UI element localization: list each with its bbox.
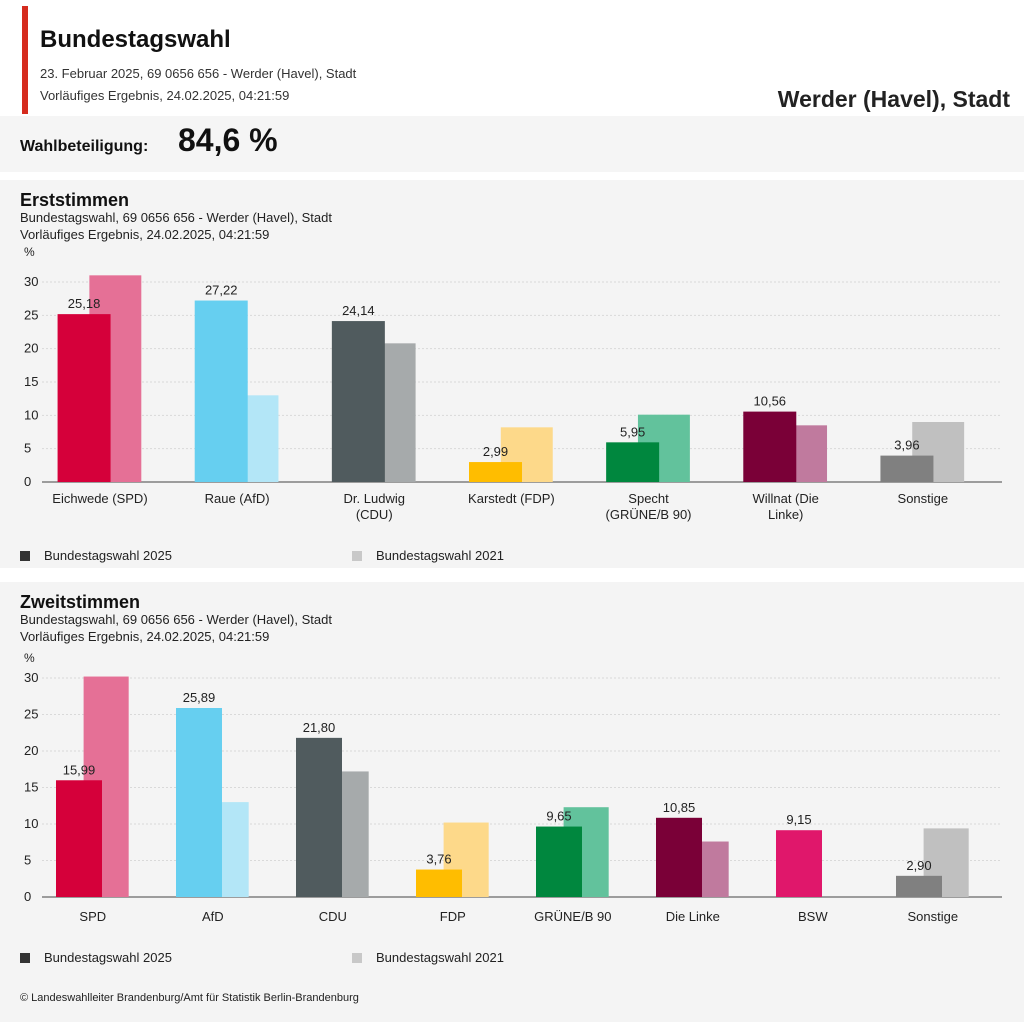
category-label: Karstedt (FDP): [468, 491, 555, 506]
zweitstimmen-title: Zweitstimmen: [20, 592, 141, 612]
legend-swatch-2025: [20, 953, 30, 963]
erststimmen-subtitle: Bundestagswahl, 69 0656 656 - Werder (Ha…: [20, 210, 332, 225]
legend-swatch-2025: [20, 551, 30, 561]
erststimmen-chart: % 0 5 10 15 20 25 30 25,18 Eichwede (SPD) 27,22 Rau…: [24, 245, 1002, 522]
category-label: Die Linke: [666, 909, 720, 924]
data-label: 5,95: [620, 424, 645, 439]
category-label: AfD: [202, 909, 224, 924]
data-label: 2,90: [906, 858, 931, 873]
data-label: 27,22: [205, 283, 238, 298]
y-tick-label: 10: [24, 407, 38, 422]
category-label: FDP: [440, 909, 466, 924]
legend-swatch-2021: [352, 551, 362, 561]
bar-2025: [606, 442, 660, 482]
y-tick-label: 0: [24, 889, 31, 904]
y-axis-unit: %: [24, 651, 35, 665]
y-tick-label: 30: [24, 274, 38, 289]
bar-2025: [896, 875, 942, 897]
bar-2025: [469, 462, 522, 482]
copyright-footer: © Landeswahlleiter Brandenburg/Amt für S…: [20, 992, 359, 1004]
y-tick-label: 0: [24, 474, 31, 489]
bar-2025: [880, 455, 934, 482]
category-label: Linke): [768, 507, 803, 522]
bar-2025: [656, 817, 702, 897]
category-label: (CDU): [356, 507, 393, 522]
data-label: 10,85: [663, 800, 696, 815]
bar-2025: [56, 780, 102, 897]
turnout-bar: Wahlbeteiligung: 84,6 %: [0, 116, 1024, 172]
category-label: Eichwede (SPD): [52, 491, 147, 506]
y-tick-label: 5: [24, 853, 31, 868]
zweitstimmen-status: Vorläufiges Ergebnis, 24.02.2025, 04:21:…: [20, 629, 270, 644]
category-label: Willnat (Die: [752, 491, 818, 506]
category-label: Sonstige: [908, 909, 959, 924]
data-label: 9,65: [546, 809, 571, 824]
bar-2025: [194, 300, 248, 482]
legend-label-2025: Bundestagswahl 2025: [44, 950, 172, 965]
category-label: CDU: [319, 909, 347, 924]
category-label: (GRÜNE/B 90): [606, 507, 692, 522]
data-label: 3,76: [426, 852, 451, 867]
bar-2025: [296, 737, 342, 897]
page-header: Bundestagswahl 23. Februar 2025, 69 0656…: [22, 6, 1018, 114]
page-title: Bundestagswahl: [40, 26, 231, 53]
data-label: 24,14: [342, 303, 375, 318]
bar-2025: [776, 830, 822, 897]
category-label: BSW: [798, 909, 828, 924]
bar-2025: [536, 826, 582, 897]
bar-2025: [176, 708, 222, 897]
zweitstimmen-legend-2025[interactable]: Bundestagswahl 2025: [20, 950, 172, 965]
erststimmen-status: Vorläufiges Ergebnis, 24.02.2025, 04:21:…: [20, 227, 270, 242]
y-tick-label: 25: [24, 307, 38, 322]
y-tick-label: 30: [24, 670, 38, 685]
y-tick-label: 5: [24, 441, 31, 456]
zweitstimmen-subtitle: Bundestagswahl, 69 0656 656 - Werder (Ha…: [20, 612, 332, 627]
erststimmen-title: Erststimmen: [20, 190, 130, 210]
data-label: 3,96: [894, 438, 919, 453]
data-label: 15,99: [63, 762, 96, 777]
y-tick-label: 25: [24, 707, 38, 722]
category-label: Specht: [628, 491, 669, 506]
erststimmen-panel: Erststimmen Bundestagswahl, 69 0656 656 …: [0, 180, 1024, 568]
zweitstimmen-panel: Zweitstimmen Bundestagswahl, 69 0656 656…: [0, 582, 1024, 1022]
y-tick-label: 20: [24, 743, 38, 758]
zweitstimmen-legend-2021[interactable]: Bundestagswahl 2021: [352, 950, 504, 965]
y-tick-label: 15: [24, 780, 38, 795]
bar-2025: [57, 314, 111, 482]
y-tick-label: 20: [24, 341, 38, 356]
data-label: 21,80: [303, 720, 336, 735]
bar-2025: [743, 411, 797, 482]
zweitstimmen-chart: % 0 5 10 15 20 25 30 15,99 SPD 25,89 AfD 21,80 CDU 3,7…: [24, 651, 1002, 924]
legend-label-2025: Bundestagswahl 2025: [44, 548, 172, 563]
bar-2025: [331, 321, 385, 482]
legend-label-2021: Bundestagswahl 2021: [376, 950, 504, 965]
y-axis-unit: %: [24, 245, 35, 259]
place-name: Werder (Havel), Stadt: [777, 86, 1010, 112]
category-label: Raue (AfD): [205, 491, 270, 506]
data-label: 25,89: [183, 690, 216, 705]
erststimmen-legend-2025[interactable]: Bundestagswahl 2025: [20, 548, 172, 563]
data-label: 25,18: [68, 296, 101, 311]
category-label: Sonstige: [898, 491, 949, 506]
turnout-label: Wahlbeteiligung:: [20, 138, 149, 155]
data-label: 9,15: [786, 812, 811, 827]
legend-label-2021: Bundestagswahl 2021: [376, 548, 504, 563]
category-label: SPD: [79, 909, 106, 924]
page-subtitle-date: 23. Februar 2025, 69 0656 656 - Werder (…: [40, 66, 357, 81]
data-label: 10,56: [754, 394, 787, 409]
data-label: 2,99: [483, 444, 508, 459]
category-label: Dr. Ludwig: [344, 491, 405, 506]
legend-swatch-2021: [352, 953, 362, 963]
category-label: GRÜNE/B 90: [534, 909, 611, 924]
erststimmen-legend-2021[interactable]: Bundestagswahl 2021: [352, 548, 504, 563]
bar-2025: [416, 869, 462, 897]
turnout-value: 84,6 %: [178, 122, 278, 158]
page-subtitle-status: Vorläufiges Ergebnis, 24.02.2025, 04:21:…: [40, 88, 290, 103]
y-tick-label: 10: [24, 816, 38, 831]
y-tick-label: 15: [24, 374, 38, 389]
